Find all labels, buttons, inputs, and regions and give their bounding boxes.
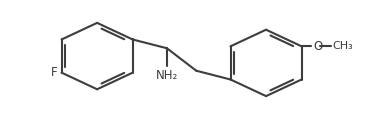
Text: F: F [51, 66, 58, 79]
Text: O: O [313, 40, 323, 53]
Text: CH₃: CH₃ [333, 41, 354, 51]
Text: NH₂: NH₂ [156, 69, 178, 82]
